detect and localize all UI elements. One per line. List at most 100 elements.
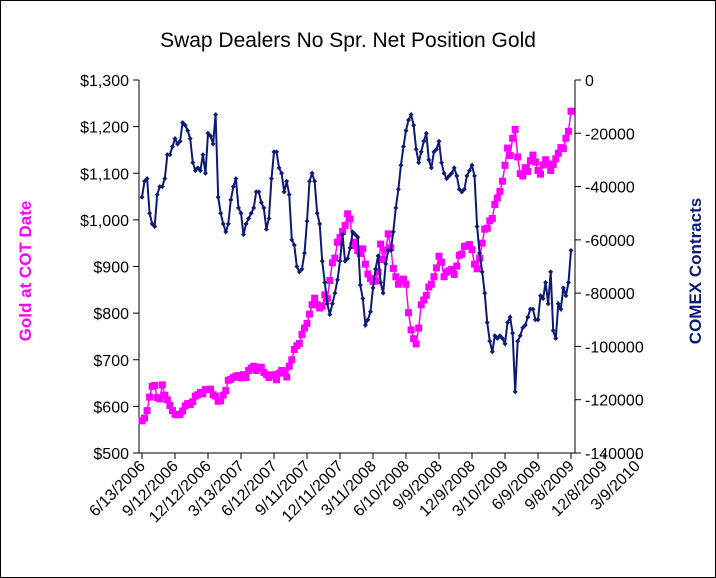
data-point — [185, 128, 191, 134]
data-point — [219, 391, 227, 399]
data-point — [524, 167, 532, 175]
data-point — [435, 252, 443, 260]
right-tick-label: -100000 — [585, 339, 644, 356]
data-point — [421, 138, 427, 144]
data-point — [389, 264, 397, 272]
data-point — [400, 144, 406, 150]
data-point — [380, 290, 386, 296]
data-point — [440, 273, 448, 281]
data-point — [553, 335, 559, 341]
data-point — [180, 120, 186, 126]
data-point — [535, 317, 541, 323]
data-point — [312, 178, 318, 184]
data-point — [333, 238, 341, 246]
left-tick-label: $600 — [93, 399, 129, 416]
chart-title: Swap Dealers No Spr. Net Position Gold — [160, 29, 536, 52]
data-point — [367, 309, 373, 315]
data-point — [375, 253, 381, 259]
data-point — [538, 293, 544, 299]
data-point — [473, 265, 481, 273]
data-point — [505, 319, 511, 325]
left-tick-label: $1,100 — [80, 166, 129, 183]
data-point — [459, 189, 465, 195]
data-point — [256, 189, 262, 195]
data-point — [189, 398, 197, 406]
data-point — [250, 362, 258, 370]
data-point — [158, 381, 166, 389]
data-point — [407, 326, 415, 334]
data-point — [406, 117, 412, 123]
data-point — [340, 232, 346, 238]
data-point — [543, 279, 549, 285]
data-point — [355, 234, 361, 240]
data-point — [360, 295, 366, 301]
data-point — [427, 280, 435, 288]
data-point — [393, 205, 399, 211]
data-point — [179, 407, 187, 415]
data-point — [263, 226, 269, 232]
data-point — [362, 322, 368, 328]
data-point — [517, 333, 523, 339]
data-point — [550, 327, 556, 333]
data-point — [395, 186, 401, 192]
series-gold-price — [138, 107, 575, 425]
data-point — [220, 221, 226, 227]
data-point — [385, 248, 391, 254]
data-point — [304, 218, 310, 224]
data-point — [399, 275, 407, 283]
data-point — [563, 293, 569, 299]
data-point — [331, 254, 339, 262]
right-tick-label: 0 — [585, 73, 594, 90]
data-point — [477, 250, 483, 256]
data-point — [565, 279, 571, 285]
data-point — [487, 338, 493, 344]
data-point — [478, 239, 486, 247]
data-point — [496, 187, 504, 195]
data-point — [511, 125, 519, 133]
data-point — [270, 371, 278, 379]
data-point — [522, 322, 528, 328]
data-point — [415, 324, 423, 332]
data-point — [253, 189, 259, 195]
data-point — [497, 333, 503, 339]
data-point — [147, 210, 153, 216]
data-point — [295, 339, 303, 347]
data-point — [157, 184, 163, 190]
data-point — [383, 261, 389, 267]
data-point — [430, 273, 438, 281]
data-point — [482, 290, 488, 296]
data-point — [285, 362, 293, 370]
data-point — [217, 397, 225, 405]
data-point — [542, 156, 550, 164]
data-point — [286, 192, 292, 198]
left-tick-label: $1,300 — [80, 73, 129, 90]
data-point — [172, 136, 178, 142]
data-point — [567, 107, 575, 115]
data-point — [512, 389, 518, 395]
data-point — [350, 229, 356, 235]
data-point — [388, 248, 394, 254]
data-point — [359, 245, 367, 253]
data-point — [412, 340, 420, 348]
data-point — [361, 260, 369, 268]
data-point — [520, 325, 526, 331]
data-point — [450, 270, 458, 278]
right-tick-label: -120000 — [585, 393, 644, 410]
data-point — [456, 186, 462, 192]
left-tick-label: $1,200 — [80, 120, 129, 137]
data-point — [230, 184, 236, 190]
data-point — [529, 151, 537, 159]
data-point — [499, 335, 505, 341]
data-point — [446, 173, 452, 179]
data-point — [144, 176, 150, 182]
data-point — [501, 161, 509, 169]
data-point — [498, 177, 506, 185]
data-point — [534, 166, 542, 174]
data-point — [163, 396, 171, 404]
left-axis-label: Gold at COT Date — [16, 201, 35, 342]
data-point — [301, 250, 307, 256]
data-point — [202, 170, 208, 176]
data-point — [519, 172, 527, 180]
data-point — [472, 173, 478, 179]
data-point — [382, 246, 390, 254]
